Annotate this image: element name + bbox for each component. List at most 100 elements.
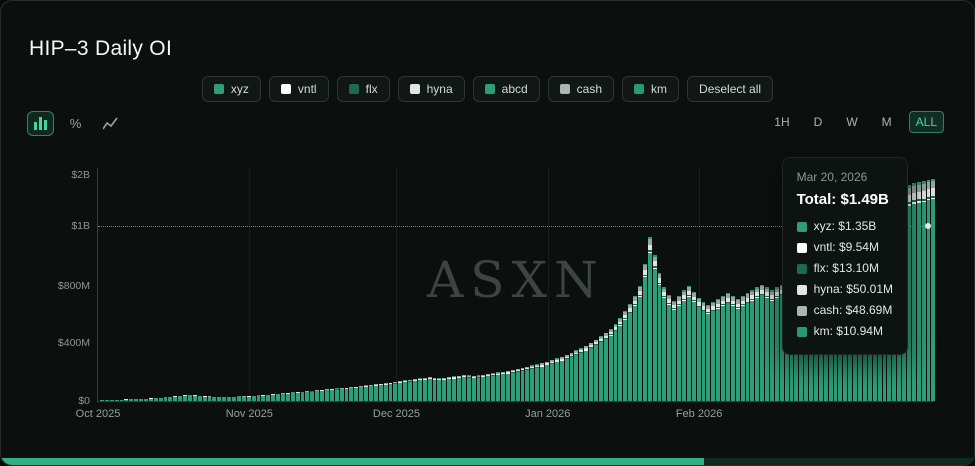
stacked-bar[interactable]	[501, 371, 505, 401]
stacked-bar[interactable]	[256, 395, 261, 401]
legend-item-hyna[interactable]: hyna	[397, 76, 465, 102]
legend-item-km[interactable]: km	[622, 76, 680, 102]
stacked-bar[interactable]	[119, 399, 124, 401]
stacked-bar[interactable]	[158, 397, 163, 401]
stacked-bar[interactable]	[711, 301, 716, 401]
stacked-bar[interactable]	[139, 398, 144, 402]
stacked-bar[interactable]	[760, 284, 765, 401]
stacked-bar[interactable]	[662, 287, 667, 401]
range-button-all[interactable]: ALL	[908, 111, 944, 133]
stacked-bar[interactable]	[144, 398, 148, 401]
stacked-bar[interactable]	[109, 399, 114, 402]
stacked-bar[interactable]	[280, 393, 285, 401]
stacked-bar[interactable]	[192, 395, 197, 401]
stacked-bar[interactable]	[628, 304, 633, 401]
stacked-bar[interactable]	[266, 394, 271, 402]
stacked-bar[interactable]	[427, 377, 432, 401]
range-button-w[interactable]: W	[839, 111, 864, 133]
stacked-bar[interactable]	[305, 391, 310, 401]
scrollbar-thumb[interactable]	[1, 458, 705, 465]
stacked-bar[interactable]	[931, 178, 936, 402]
stacked-bar[interactable]	[691, 291, 696, 402]
scrollbar-track[interactable]	[704, 458, 974, 465]
stacked-bar[interactable]	[574, 350, 579, 402]
stacked-bar[interactable]	[315, 390, 320, 401]
stacked-bar[interactable]	[178, 395, 183, 401]
stacked-bar[interactable]	[598, 336, 603, 402]
stacked-bar[interactable]	[584, 345, 589, 401]
stacked-bar[interactable]	[730, 296, 735, 401]
stacked-bar[interactable]	[750, 290, 755, 402]
stacked-bar[interactable]	[911, 183, 916, 402]
stacked-bar[interactable]	[437, 378, 442, 401]
stacked-bar[interactable]	[549, 359, 554, 401]
stacked-bar[interactable]	[745, 293, 750, 401]
legend-item-cash[interactable]: cash	[547, 76, 615, 102]
stacked-bar[interactable]	[207, 396, 212, 401]
stacked-bar[interactable]	[735, 299, 740, 402]
stacked-bar[interactable]	[696, 297, 701, 401]
stacked-bar[interactable]	[217, 396, 222, 401]
stacked-bar[interactable]	[236, 396, 241, 402]
stacked-bar[interactable]	[124, 399, 129, 401]
stacked-bar[interactable]	[129, 399, 134, 402]
legend-item-flx[interactable]: flx	[336, 76, 390, 102]
legend-item-vntl[interactable]: vntl	[268, 76, 329, 102]
stacked-bar[interactable]	[481, 374, 486, 402]
stacked-bar[interactable]	[422, 377, 427, 401]
stacked-bar[interactable]	[163, 397, 168, 401]
stacked-bar[interactable]	[686, 285, 691, 401]
stacked-bar[interactable]	[554, 358, 559, 401]
stacked-bar[interactable]	[168, 396, 173, 402]
stacked-bar[interactable]	[339, 388, 344, 401]
stacked-bar[interactable]	[530, 365, 535, 401]
stacked-bar[interactable]	[310, 390, 315, 402]
stacked-bar[interactable]	[486, 373, 491, 401]
stacked-bar[interactable]	[667, 294, 672, 401]
stacked-bar[interactable]	[104, 399, 109, 401]
stacked-bar[interactable]	[251, 395, 256, 401]
stacked-bar[interactable]	[765, 287, 770, 401]
stacked-bar[interactable]	[153, 397, 158, 401]
stacked-bar[interactable]	[721, 296, 725, 401]
stacked-bar[interactable]	[388, 382, 393, 401]
stacked-bar[interactable]	[354, 386, 359, 401]
stacked-bar[interactable]	[344, 387, 349, 401]
stacked-bar[interactable]	[618, 317, 623, 401]
stacked-bar[interactable]	[364, 385, 368, 401]
stacked-bar[interactable]	[701, 301, 706, 401]
stacked-bar[interactable]	[114, 399, 119, 402]
chart-type-line-button[interactable]	[97, 111, 124, 136]
stacked-bar[interactable]	[417, 378, 422, 401]
stacked-bar[interactable]	[100, 400, 104, 402]
stacked-bar[interactable]	[442, 377, 447, 401]
range-button-d[interactable]: D	[807, 111, 830, 133]
stacked-bar[interactable]	[623, 311, 628, 401]
chart-type-percent-button[interactable]: %	[62, 111, 89, 136]
stacked-bar[interactable]	[647, 237, 652, 401]
stacked-bar[interactable]	[461, 374, 466, 401]
stacked-bar[interactable]	[466, 375, 471, 401]
stacked-bar[interactable]	[383, 383, 388, 401]
stacked-bar[interactable]	[564, 354, 569, 402]
stacked-bar[interactable]	[295, 391, 300, 401]
stacked-bar[interactable]	[222, 396, 227, 402]
stacked-bar[interactable]	[906, 185, 911, 401]
stacked-bar[interactable]	[246, 396, 251, 401]
stacked-bar[interactable]	[672, 300, 677, 401]
stacked-bar[interactable]	[285, 392, 290, 402]
stacked-bar[interactable]	[202, 396, 207, 401]
stacked-bar[interactable]	[452, 376, 457, 401]
range-button-1h[interactable]: 1H	[767, 111, 796, 133]
stacked-bar[interactable]	[496, 372, 501, 401]
stacked-bar[interactable]	[183, 395, 188, 401]
stacked-bar[interactable]	[320, 389, 324, 401]
stacked-bar[interactable]	[608, 328, 613, 402]
stacked-bar[interactable]	[212, 396, 217, 402]
stacked-bar[interactable]	[261, 395, 266, 401]
stacked-bar[interactable]	[535, 364, 540, 401]
stacked-bar[interactable]	[755, 287, 760, 401]
stacked-bar[interactable]	[408, 379, 412, 401]
stacked-bar[interactable]	[515, 368, 520, 401]
stacked-bar[interactable]	[197, 395, 202, 401]
